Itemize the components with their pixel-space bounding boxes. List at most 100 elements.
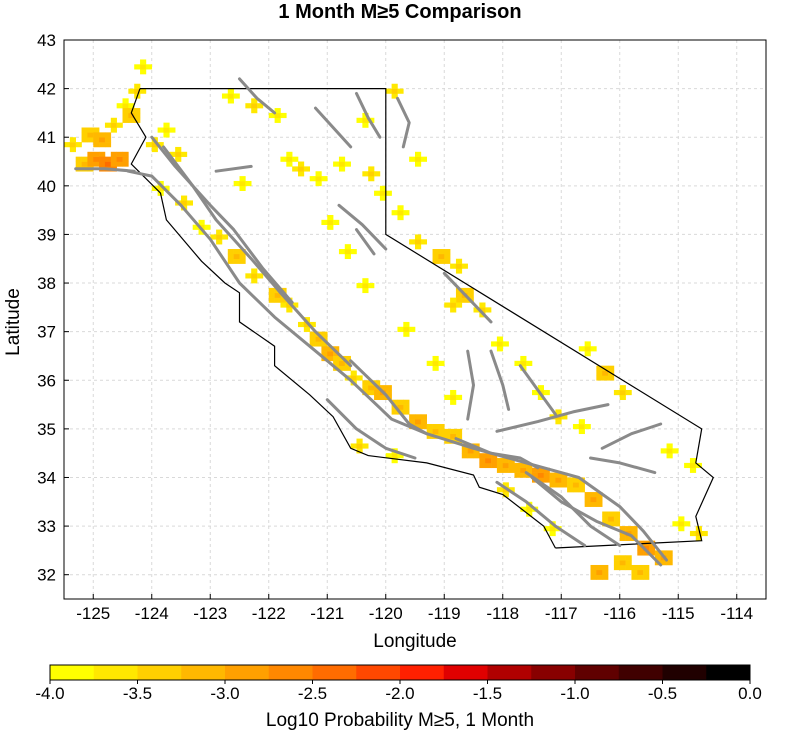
forecast-cell (403, 331, 410, 337)
forecast-cell (403, 399, 410, 405)
forecast-cell (578, 428, 585, 435)
forecast-cell (473, 448, 480, 454)
forecast-cell (151, 146, 158, 153)
forecast-cell (432, 253, 439, 260)
forecast-cell (467, 448, 474, 454)
colorbar-swatch (93, 665, 138, 680)
forecast-cell (415, 151, 422, 157)
forecast-cell (397, 404, 404, 410)
fault-trace (466, 349, 475, 421)
colorbar-swatch (312, 665, 357, 680)
forecast-cell (426, 433, 433, 439)
forecast-cell (374, 394, 381, 401)
forecast-cell (368, 385, 375, 391)
forecast-cell (110, 127, 117, 133)
forecast-cell (134, 108, 141, 114)
state-boundary (140, 87, 715, 549)
coastline (130, 88, 556, 549)
forecast-cell (356, 443, 363, 449)
forecast-cell (409, 239, 416, 245)
forecast-cell (479, 462, 486, 469)
forecast-cell (613, 564, 621, 571)
forecast-cell (221, 93, 229, 99)
forecast-cell (233, 249, 240, 255)
forecast-cell (508, 487, 515, 493)
forecast-cell (280, 156, 287, 162)
forecast-cell (461, 287, 468, 294)
forecast-cell (257, 273, 264, 279)
forecast-cell (385, 385, 392, 391)
forecast-cell (438, 433, 445, 439)
forecast-cell (140, 69, 147, 75)
y-tick-label: 38 (37, 274, 56, 293)
forecast-cell (327, 219, 334, 226)
forecast-cell (251, 273, 258, 279)
forecast-cell (496, 462, 504, 469)
y-axis-ticks: 32 33 34 35 36 37 38 39 40 41 42 43 (37, 31, 69, 585)
forecast-cell (315, 336, 322, 342)
forecast-cell (145, 142, 153, 148)
colorbar-label: Log10 Probability M≥5, 1 Month (266, 710, 534, 731)
forecast-cell (175, 156, 182, 162)
forecast-cell (81, 137, 88, 143)
forecast-cell (245, 103, 252, 109)
forecast-cell (602, 564, 609, 571)
forecast-cell (660, 448, 667, 454)
forecast-cell (444, 253, 451, 260)
forecast-cell (379, 385, 387, 391)
forecast-cell (163, 122, 170, 128)
forecast-cell (631, 574, 638, 580)
forecast-cell (426, 360, 433, 366)
forecast-cell (116, 103, 123, 109)
fault-trace (530, 476, 663, 567)
forecast-cell (549, 482, 556, 488)
forecast-cell (502, 467, 509, 473)
forecast-cell (99, 132, 106, 138)
forecast-cell (227, 253, 234, 260)
fault-trace (518, 364, 557, 416)
forecast-cell (444, 433, 451, 439)
forecast-cell (561, 472, 568, 478)
forecast-cell (619, 535, 626, 541)
colorbar-swatch (575, 665, 620, 680)
forecast-cell (584, 501, 591, 507)
forecast-cell (666, 555, 673, 561)
y-tick-label: 34 (37, 468, 56, 487)
y-tick-label: 35 (37, 420, 56, 439)
forecast-cell (274, 292, 281, 298)
colorbar-ticks: -4.0 -3.5 -3.0 -2.5 -2.0 -1.5 -1.0 -0.5 0.0 (35, 680, 762, 703)
forecast-cell (561, 414, 568, 420)
forecast-cell (315, 176, 322, 182)
forecast-cell (327, 351, 334, 357)
forecast-cell (689, 530, 697, 537)
forecast-cell (397, 453, 404, 459)
forecast-cell (286, 156, 293, 162)
forecast-cell (140, 59, 147, 65)
forecast-cell (403, 409, 410, 415)
forecast-cell (415, 239, 422, 245)
x-tick-label: -120 (369, 604, 403, 623)
forecast-cell (233, 93, 240, 99)
forecast-cell (590, 501, 597, 507)
forecast-cell (338, 156, 346, 162)
forecast-cell (292, 302, 299, 308)
forecast-cell (608, 511, 615, 517)
forecast-cell (432, 365, 439, 371)
forecast-cell (350, 443, 357, 449)
forecast-cell (338, 166, 346, 172)
forecast-cell (455, 263, 463, 269)
chart-title: 1 Month M≥5 Comparison (278, 1, 521, 23)
forecast-cell (637, 574, 644, 580)
forecast-cell (467, 453, 474, 459)
fault-trace (454, 437, 540, 470)
forecast-cell (438, 258, 445, 264)
forecast-cell (631, 526, 638, 532)
forecast-cell (420, 419, 427, 425)
forecast-cell (104, 137, 112, 143)
forecast-cell (491, 462, 498, 469)
forecast-cell (420, 156, 427, 162)
forecast-cell (93, 142, 100, 148)
y-tick-label: 33 (37, 517, 56, 536)
fault-trace (355, 92, 382, 139)
forecast-cell (415, 244, 422, 250)
